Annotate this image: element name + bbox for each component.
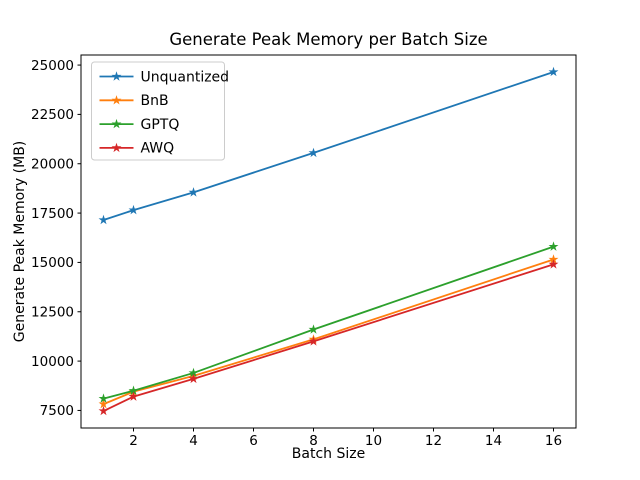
series-marker-gptq bbox=[548, 241, 559, 251]
y-tick-label: 7500 bbox=[40, 403, 74, 419]
legend-label: BnB bbox=[141, 93, 169, 109]
legend-label: GPTQ bbox=[141, 117, 180, 133]
series-marker-awq bbox=[98, 405, 109, 416]
legend-label: Unquantized bbox=[141, 69, 230, 85]
y-tick-label: 15000 bbox=[31, 255, 74, 271]
y-tick-label: 17500 bbox=[31, 206, 74, 222]
series-bnb bbox=[98, 254, 559, 409]
legend-item-unquantized: Unquantized bbox=[99, 69, 230, 85]
plot-border bbox=[80, 54, 577, 429]
series-line-bnb bbox=[103, 258, 554, 405]
x-tick-label: 12 bbox=[425, 433, 442, 449]
series-marker-unquantized bbox=[128, 204, 139, 215]
series-line-awq bbox=[103, 263, 554, 412]
x-tick-label: 14 bbox=[485, 433, 502, 449]
series-marker-unquantized bbox=[548, 66, 559, 77]
legend-marker-sample bbox=[111, 118, 122, 129]
legend-box bbox=[91, 61, 225, 161]
series-marker-bnb bbox=[98, 398, 109, 409]
series-marker-gptq bbox=[308, 324, 319, 334]
legend-item-bnb: BnB bbox=[99, 93, 169, 109]
y-tick-label: 12500 bbox=[31, 305, 74, 321]
series-marker-bnb bbox=[548, 254, 559, 264]
y-tick-label: 20000 bbox=[31, 157, 74, 173]
chart-title: Generate Peak Memory per Batch Size bbox=[169, 30, 487, 49]
series-marker-awq bbox=[188, 373, 199, 384]
y-axis-label: Generate Peak Memory (MB) bbox=[12, 141, 28, 343]
series-unquantized bbox=[98, 66, 559, 225]
series-gptq bbox=[98, 241, 559, 403]
series-marker-unquantized bbox=[308, 147, 319, 158]
series-marker-awq bbox=[128, 391, 139, 401]
series-marker-awq bbox=[308, 336, 319, 346]
series-marker-unquantized bbox=[98, 214, 109, 225]
x-axis-label: Batch Size bbox=[292, 446, 365, 462]
legend: Unquantized BnB GPTQ AWQ bbox=[91, 61, 230, 161]
x-tick-label: 16 bbox=[545, 433, 562, 449]
y-tick-label: 25000 bbox=[31, 58, 74, 74]
legend-marker-sample bbox=[111, 95, 122, 105]
legend-item-gptq: GPTQ bbox=[99, 117, 180, 133]
series-marker-unquantized bbox=[188, 187, 199, 197]
y-tick-label: 22500 bbox=[31, 107, 74, 123]
x-tick-label: 4 bbox=[189, 433, 198, 449]
series-marker-gptq bbox=[98, 393, 109, 403]
x-tick-label: 6 bbox=[249, 433, 258, 449]
legend-marker-sample bbox=[111, 142, 122, 153]
x-tick-label: 2 bbox=[129, 433, 138, 449]
series-marker-gptq bbox=[188, 367, 199, 378]
series-marker-awq bbox=[548, 259, 559, 269]
series-line-gptq bbox=[103, 245, 554, 400]
x-tick-label: 10 bbox=[365, 433, 382, 449]
legend-item-awq: AWQ bbox=[99, 141, 175, 157]
y-tick-label: 10000 bbox=[31, 354, 74, 370]
legend-marker-sample bbox=[111, 71, 122, 81]
x-tick-label: 8 bbox=[309, 433, 318, 449]
series-marker-gptq bbox=[128, 385, 139, 395]
series-awq bbox=[98, 259, 559, 416]
legend-label: AWQ bbox=[141, 141, 175, 157]
